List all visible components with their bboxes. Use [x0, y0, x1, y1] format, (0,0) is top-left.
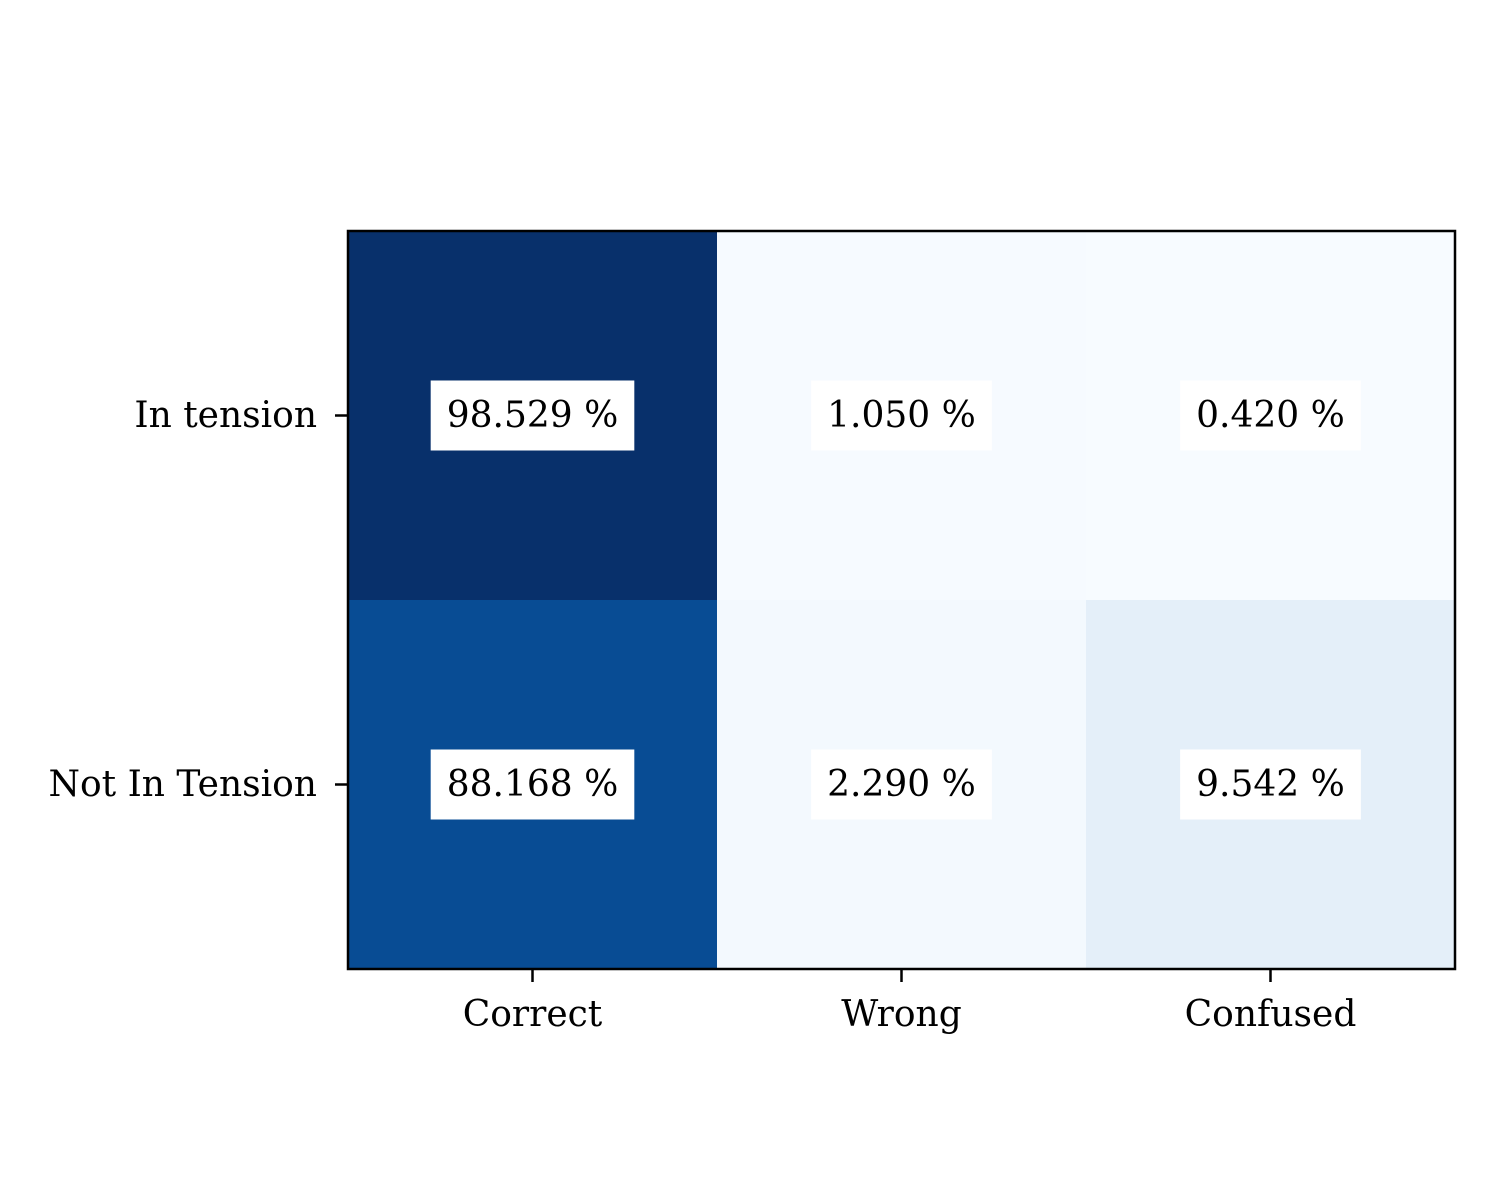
y-tick-label: In tension: [134, 395, 317, 436]
cell-label: 9.542 %: [1180, 749, 1361, 820]
heatmap-cells: [348, 231, 1456, 970]
cell-label: 2.290 %: [811, 749, 992, 820]
cell-value-label: 2.290 %: [827, 764, 976, 805]
cell-label: 0.420 %: [1180, 380, 1361, 451]
cell-value-label: 98.529 %: [447, 395, 619, 436]
y-tick-label: Not In Tension: [49, 764, 318, 805]
cell-label-box: [1180, 749, 1361, 820]
y-axis: In tension Not In Tension: [49, 395, 348, 805]
x-tick-label: Confused: [1185, 994, 1357, 1035]
cell-value-label: 0.420 %: [1196, 395, 1345, 436]
cell-value-label: 88.168 %: [447, 764, 619, 805]
cell-label: 98.529 %: [430, 380, 635, 451]
cell-label: 88.168 %: [430, 749, 635, 820]
x-tick-label: Wrong: [841, 994, 962, 1035]
cell-label-box: [811, 749, 992, 820]
cell-label: 1.050 %: [811, 380, 992, 451]
cell-label-box: [430, 749, 635, 820]
x-tick-label: Correct: [463, 994, 603, 1035]
cell-label-box: [430, 380, 635, 451]
cell-label-box: [1180, 380, 1361, 451]
cell-value-label: 1.050 %: [827, 395, 976, 436]
cell-label-box: [811, 380, 992, 451]
cell-value-labels: 98.529 % 1.050 % 0.420 % 88.168 % 2.290 % 9.5…: [430, 380, 1361, 820]
cell-value-label: 9.542 %: [1196, 764, 1345, 805]
x-axis: Correct Wrong Confused: [463, 969, 1357, 1035]
